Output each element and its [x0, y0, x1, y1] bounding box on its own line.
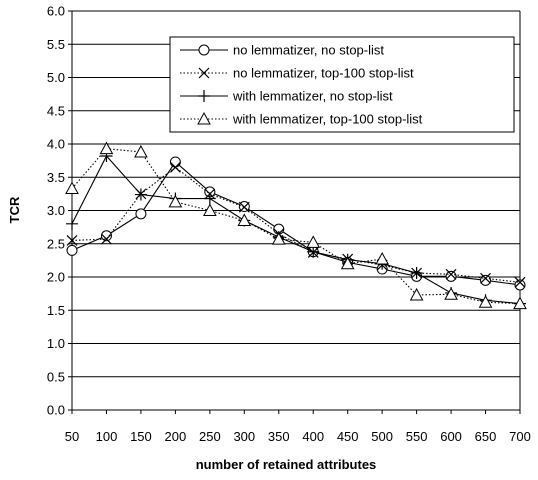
x-tick-label: 600 — [440, 429, 462, 444]
x-tick-label: 700 — [509, 429, 531, 444]
data-point — [271, 232, 286, 245]
legend-label: with lemmatizer, no stop-list — [232, 89, 393, 104]
data-point — [410, 267, 423, 280]
series-line — [71, 155, 521, 305]
x-tick-label: 100 — [96, 429, 118, 444]
x-tick-label: 350 — [268, 429, 290, 444]
series-line — [71, 166, 521, 283]
legend-label: no lemmatizer, no stop-list — [233, 43, 384, 58]
legend-item: with lemmatizer, no stop-list — [180, 89, 393, 104]
x-tick-label: 450 — [337, 429, 359, 444]
data-point — [203, 203, 217, 216]
legend-item: with lemmatizer, top-100 stop-list — [180, 112, 423, 127]
x-tick-label: 500 — [371, 429, 393, 444]
data-point — [198, 44, 210, 56]
x-tick-label: 50 — [65, 429, 79, 444]
data-point — [198, 90, 210, 102]
y-tick-label: 0.5 — [47, 369, 65, 384]
data-point — [203, 192, 216, 205]
series-4 — [65, 141, 527, 310]
y-tick-label: 3.0 — [47, 203, 65, 218]
legend-box — [169, 36, 515, 133]
y-tick-labels: 0.0 0.5 1.0 1.5 2.0 2.5 3.0 3.5 4.0 4.5 5.0 5.5 6.0 — [47, 4, 65, 418]
legend-item: no lemmatizer, top-100 stop-list — [180, 66, 414, 81]
y-tick-label: 2.5 — [47, 236, 65, 251]
data-point — [480, 272, 491, 284]
data-point — [445, 268, 457, 280]
data-point — [66, 235, 78, 246]
data-point — [169, 161, 181, 173]
series-2 — [66, 161, 526, 288]
x-tick-labels: 50 100 150 200 250 300 350 400 450 500 550 600 650 70… — [65, 429, 531, 444]
data-point — [514, 276, 526, 288]
x-tick-label: 250 — [199, 429, 221, 444]
y-tick-label: 2.0 — [47, 270, 65, 285]
data-point — [197, 111, 211, 125]
y-tick-label: 6.0 — [47, 4, 65, 19]
data-point — [444, 287, 458, 300]
data-point — [513, 296, 527, 310]
y-tick-label: 1.0 — [47, 336, 65, 351]
data-point — [478, 295, 493, 308]
data-point — [65, 181, 79, 195]
legend-label: with lemmatizer, top-100 stop-list — [232, 112, 423, 127]
data-point — [66, 244, 78, 256]
legend: no lemmatizer, no stop-list no lemmatizer… — [169, 36, 515, 133]
data-point — [409, 287, 424, 301]
data-point — [375, 252, 389, 265]
data-point — [238, 201, 250, 213]
data-point — [134, 144, 148, 158]
data-point — [237, 213, 252, 226]
data-point — [445, 270, 457, 282]
data-point — [100, 230, 112, 242]
x-tick-label: 200 — [165, 429, 187, 444]
data-point — [99, 141, 114, 155]
data-point — [134, 188, 147, 201]
series-lines — [65, 141, 527, 310]
y-tick-label: 0.0 — [47, 403, 65, 418]
axes — [68, 10, 521, 414]
data-point — [198, 67, 210, 79]
x-tick-label: 300 — [233, 429, 255, 444]
y-axis-title: TCR — [7, 196, 22, 223]
y-tick-label: 3.5 — [47, 170, 65, 185]
x-tick-label: 650 — [475, 429, 497, 444]
y-tick-label: 4.0 — [47, 137, 65, 152]
y-tick-label: 4.5 — [47, 103, 65, 118]
data-point — [66, 217, 78, 230]
x-tick-label: 550 — [406, 429, 428, 444]
data-point — [306, 235, 321, 248]
series-3 — [66, 149, 526, 310]
data-point — [135, 208, 147, 220]
y-tick-label: 5.0 — [47, 70, 65, 85]
data-point — [101, 233, 112, 245]
data-point — [480, 274, 492, 286]
x-tick-label: 150 — [130, 429, 152, 444]
y-tick-label: 1.5 — [47, 303, 65, 318]
data-point — [340, 256, 355, 270]
x-axis-title: number of retained attributes — [196, 457, 377, 472]
y-tick-label: 5.5 — [47, 37, 65, 52]
data-point — [168, 194, 183, 208]
legend-label: no lemmatizer, top-100 stop-list — [233, 66, 414, 81]
legend-item: no lemmatizer, no stop-list — [180, 43, 384, 58]
data-point — [169, 156, 181, 168]
series-line — [71, 161, 521, 286]
x-tick-label: 400 — [302, 429, 324, 444]
